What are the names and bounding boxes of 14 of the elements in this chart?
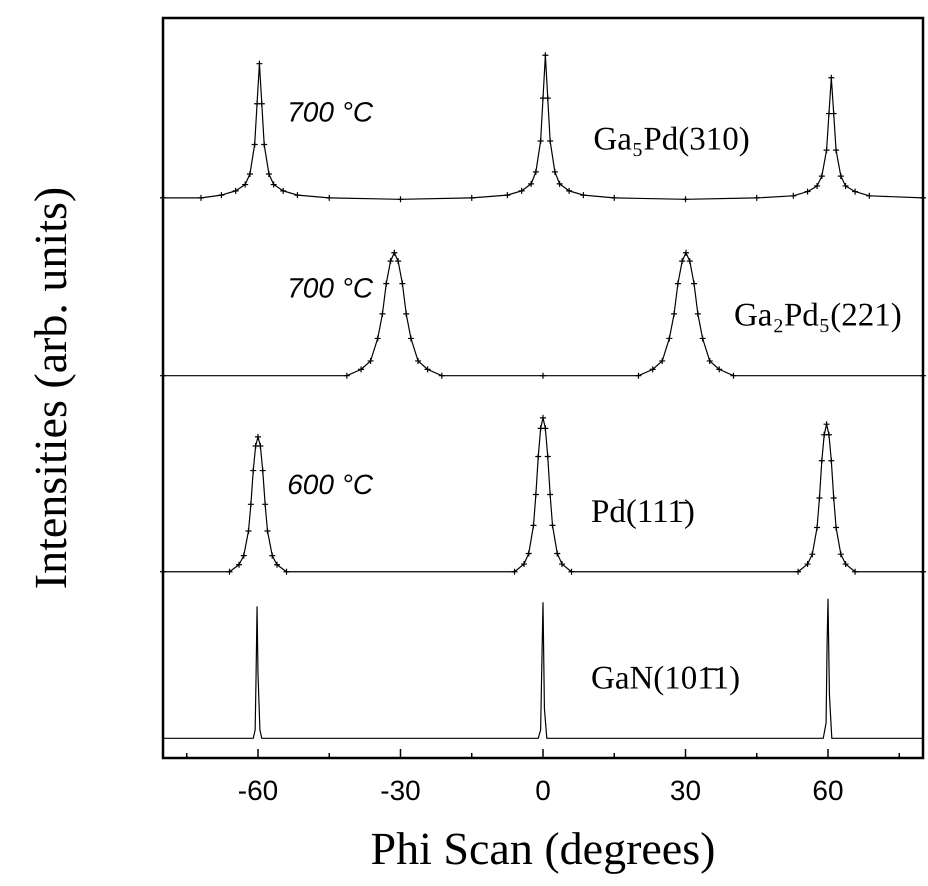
series-label: GaN(101̄1) xyxy=(591,660,740,696)
annotation: 700 °C xyxy=(287,272,374,304)
series-label: Pd(111̄) xyxy=(591,494,695,530)
series-label: Ga₅Pd(310) xyxy=(593,121,750,158)
series-label: Ga₂Pd₅(221) xyxy=(734,298,902,334)
x-tick-label: 0 xyxy=(535,775,551,806)
x-tick-label: -30 xyxy=(380,775,421,806)
x-tick-label: -60 xyxy=(238,775,278,806)
x-tick-label: 30 xyxy=(670,775,702,806)
annotation: 600 °C xyxy=(287,468,374,500)
y-axis-title: Intensities (arb. units) xyxy=(25,186,76,590)
x-axis-title: Phi Scan (degrees) xyxy=(370,823,716,874)
annotation: 700 °C xyxy=(287,96,374,128)
x-tick-label: 60 xyxy=(812,775,844,806)
